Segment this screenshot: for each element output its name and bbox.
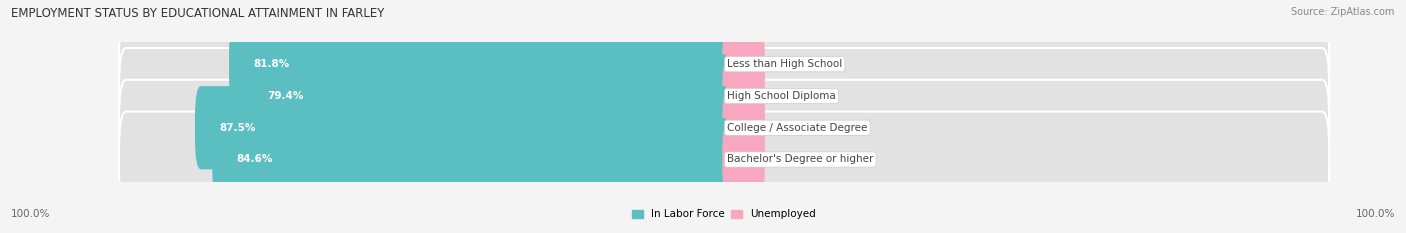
Text: Less than High School: Less than High School bbox=[727, 59, 842, 69]
Text: 87.5%: 87.5% bbox=[219, 123, 256, 133]
Text: Source: ZipAtlas.com: Source: ZipAtlas.com bbox=[1291, 7, 1395, 17]
Text: 0.0%: 0.0% bbox=[772, 59, 799, 69]
Text: College / Associate Degree: College / Associate Degree bbox=[727, 123, 868, 133]
Text: 100.0%: 100.0% bbox=[11, 209, 51, 219]
Text: 100.0%: 100.0% bbox=[1355, 209, 1395, 219]
FancyBboxPatch shape bbox=[717, 16, 1329, 112]
FancyBboxPatch shape bbox=[723, 93, 765, 163]
Text: Bachelor's Degree or higher: Bachelor's Degree or higher bbox=[727, 154, 873, 164]
FancyBboxPatch shape bbox=[195, 86, 730, 169]
FancyBboxPatch shape bbox=[212, 118, 730, 201]
FancyBboxPatch shape bbox=[723, 29, 765, 99]
Text: 84.6%: 84.6% bbox=[236, 154, 273, 164]
Text: EMPLOYMENT STATUS BY EDUCATIONAL ATTAINMENT IN FARLEY: EMPLOYMENT STATUS BY EDUCATIONAL ATTAINM… bbox=[11, 7, 385, 20]
Text: 0.0%: 0.0% bbox=[772, 91, 799, 101]
FancyBboxPatch shape bbox=[120, 48, 731, 144]
FancyBboxPatch shape bbox=[717, 48, 1329, 144]
Text: 79.4%: 79.4% bbox=[267, 91, 304, 101]
Text: 0.0%: 0.0% bbox=[772, 123, 799, 133]
FancyBboxPatch shape bbox=[723, 61, 765, 131]
FancyBboxPatch shape bbox=[229, 23, 730, 106]
FancyBboxPatch shape bbox=[120, 80, 731, 176]
Text: High School Diploma: High School Diploma bbox=[727, 91, 835, 101]
FancyBboxPatch shape bbox=[120, 16, 731, 112]
FancyBboxPatch shape bbox=[717, 80, 1329, 176]
Text: 81.8%: 81.8% bbox=[253, 59, 290, 69]
Text: 0.0%: 0.0% bbox=[772, 154, 799, 164]
FancyBboxPatch shape bbox=[243, 54, 730, 137]
FancyBboxPatch shape bbox=[723, 124, 765, 195]
FancyBboxPatch shape bbox=[717, 112, 1329, 207]
Legend: In Labor Force, Unemployed: In Labor Force, Unemployed bbox=[630, 207, 818, 221]
FancyBboxPatch shape bbox=[120, 112, 731, 207]
